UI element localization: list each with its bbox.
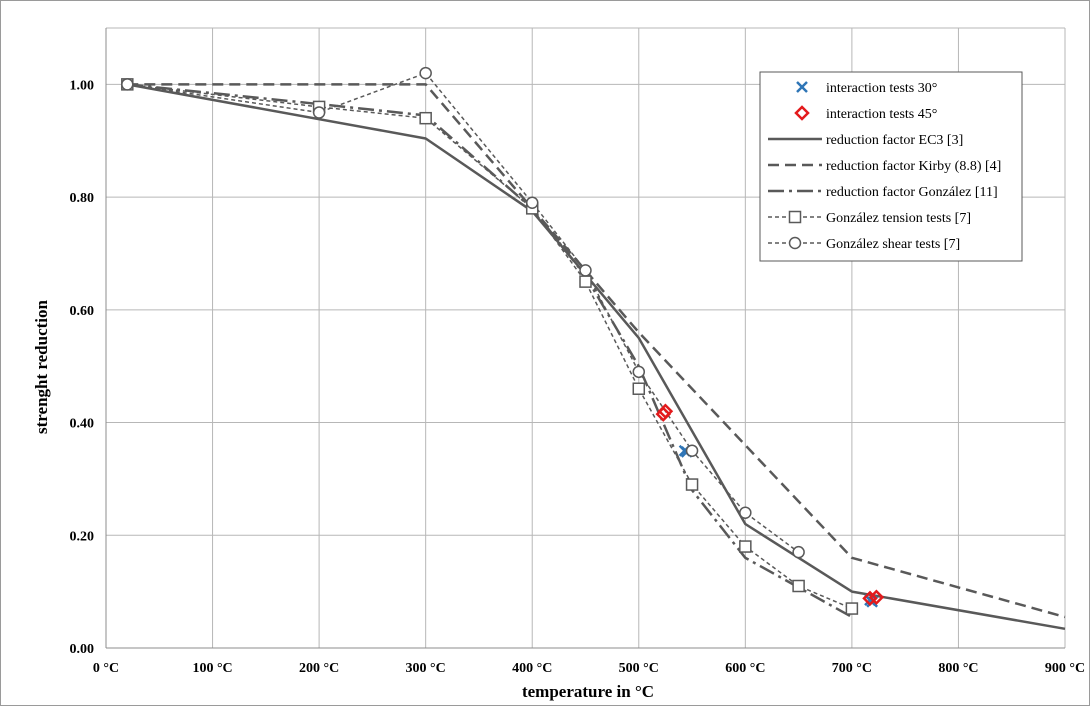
series-3 [127, 83, 1066, 619]
data-point [657, 403, 674, 420]
x-tick-label: 200 °C [299, 661, 339, 676]
legend-item: reduction factor EC3 [3] [768, 133, 963, 148]
series-4 [127, 83, 853, 619]
legend-swatch-marker [788, 210, 802, 224]
legend-label: reduction factor González [11] [826, 185, 998, 200]
legend-label: interaction tests 45° [826, 107, 937, 122]
data-point [525, 196, 539, 209]
legend-label: interaction tests 30° [826, 81, 937, 96]
data-point [579, 264, 592, 277]
legend-item: González shear tests [7] [768, 236, 960, 252]
y-tick-labels: 0.00 0.20 0.40 0.60 0.80 1.00 [70, 78, 95, 657]
x-tick-label: 300 °C [406, 661, 446, 676]
legend-swatch-marker [788, 236, 802, 250]
data-point [685, 444, 699, 457]
legend-box [759, 71, 1023, 262]
x-tick-label: 400 °C [512, 661, 552, 676]
legend-swatch [796, 81, 808, 93]
series-markers-0 [678, 444, 879, 608]
legend-label: González tension tests [7] [826, 211, 971, 226]
legend-item: reduction factor González [11] [768, 185, 998, 200]
y-tick-label: 0.20 [70, 529, 95, 544]
x-tick-label: 800 °C [938, 661, 978, 676]
data-point [632, 382, 646, 395]
x-tick-label: 100 °C [192, 661, 232, 676]
x-tick-label: 0 °C [93, 661, 119, 676]
x-tick-label: 900 °C [1045, 661, 1085, 676]
y-tick-label: 0.40 [70, 417, 95, 432]
data-point [312, 106, 326, 119]
x-axis-title: temperature in °C [522, 682, 654, 701]
data-point [579, 275, 592, 288]
legend-item: interaction tests 45° [794, 105, 937, 122]
y-tick-label: 0.80 [70, 191, 95, 206]
legend-item: González tension tests [7] [768, 210, 971, 226]
data-point [739, 506, 752, 519]
data-point [739, 540, 752, 553]
x-tick-label: 600 °C [725, 661, 765, 676]
data-point [419, 111, 432, 125]
series-2 [127, 83, 1066, 631]
series-line [127, 83, 1066, 631]
data-point [419, 66, 432, 80]
data-point [862, 590, 878, 607]
data-point [792, 545, 805, 559]
axes [105, 28, 1065, 649]
legend-item: interaction tests 30° [796, 81, 937, 96]
legend-label: reduction factor EC3 [3] [826, 133, 963, 148]
data-point [845, 602, 859, 615]
series-line [127, 83, 1066, 619]
legend-label: González shear tests [7] [826, 237, 960, 252]
series-markers-1 [655, 403, 885, 607]
legend: interaction tests 30° interaction tests 4… [759, 71, 1023, 262]
y-axis-title: strenght reduction [32, 299, 51, 434]
series-layer [121, 66, 1066, 631]
data-point [121, 78, 134, 91]
series-line [127, 83, 853, 610]
data-point [868, 589, 885, 606]
legend-item: reduction factor Kirby (8.8) [4] [768, 159, 1001, 174]
x-tick-labels: 0 °C 100 °C 200 °C 300 °C 400 °C 500 °C 600 °C… [93, 661, 1085, 676]
y-tick-label: 0.60 [70, 304, 95, 319]
legend-label: reduction factor Kirby (8.8) [4] [826, 159, 1001, 174]
x-tick-label: 700 °C [832, 661, 872, 676]
y-tick-label: 1.00 [70, 78, 95, 93]
legend-swatch [794, 105, 810, 121]
data-point [792, 579, 805, 593]
series-line [127, 83, 853, 619]
data-point [685, 478, 699, 491]
x-tick-label: 500 °C [619, 661, 659, 676]
data-point [632, 365, 646, 379]
series-5 [127, 83, 853, 610]
series-markers-6 [121, 66, 805, 559]
y-tick-label: 0.00 [70, 642, 95, 657]
